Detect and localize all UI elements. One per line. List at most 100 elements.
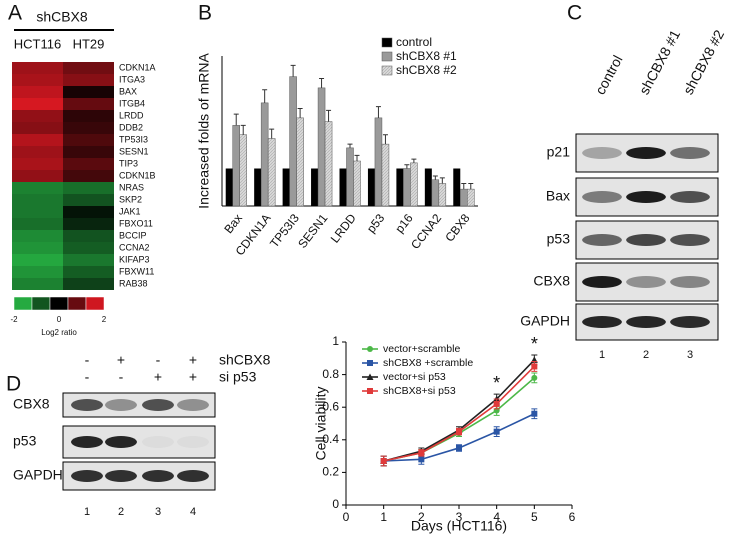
panel-label: B	[198, 2, 212, 25]
heatmap-cell	[63, 266, 114, 278]
gene-label: CCNA2	[119, 242, 150, 252]
legend-label: vector+scramble	[383, 343, 460, 355]
legend-swatch	[381, 65, 393, 76]
condition-label: si p53	[219, 369, 257, 385]
heatmap-cell	[12, 218, 63, 230]
protein-label: GAPDH	[13, 467, 63, 483]
x-tick-label: CBX8	[442, 211, 473, 245]
band	[670, 147, 710, 159]
lane-label: control	[592, 53, 626, 98]
heatmap-cell	[63, 98, 114, 110]
y-tick-label: 0	[332, 497, 339, 511]
protein-label: Bax	[546, 188, 570, 204]
blot-strip	[575, 133, 719, 173]
blot-strip	[62, 461, 216, 491]
scale-block	[31, 296, 51, 311]
heatmap-cell	[12, 146, 63, 158]
x-tick-label: 3	[456, 510, 463, 524]
y-tick-label: 0.8	[322, 367, 339, 381]
x-tick-label: 2	[418, 510, 425, 524]
band	[582, 276, 622, 288]
y-tick-label: 0.2	[322, 465, 339, 479]
bar	[367, 168, 375, 206]
error-bar	[319, 78, 325, 88]
bar	[410, 162, 418, 207]
heatmap-cell	[63, 278, 114, 290]
error-bar	[290, 64, 296, 77]
heatmap-cell	[12, 242, 63, 254]
lane-number: 4	[190, 506, 196, 518]
bar	[339, 168, 347, 206]
y-tick-label: 1	[332, 334, 339, 348]
gene-label: KIFAP3	[119, 254, 150, 264]
gene-label: JAK1	[119, 206, 141, 216]
marker	[531, 363, 538, 370]
heatmap-cell	[63, 122, 114, 134]
panel-label: A	[8, 2, 22, 25]
condition-sign: -	[119, 369, 124, 385]
error-bar	[262, 89, 268, 103]
heatmap-cell	[12, 110, 63, 122]
gene-label: FBXO11	[119, 218, 153, 228]
condition-sign: +	[154, 369, 162, 385]
gene-label: CDKN1A	[119, 62, 156, 72]
band	[71, 436, 103, 448]
band	[105, 436, 137, 448]
protein-label: GAPDH	[520, 313, 570, 329]
band	[582, 147, 622, 159]
error-bar	[382, 134, 388, 145]
band	[626, 147, 666, 159]
scale-block	[49, 296, 69, 311]
band	[105, 470, 137, 482]
error-bar	[439, 177, 445, 184]
x-tick-label: CCNA2	[408, 211, 444, 252]
blot-strip	[575, 220, 719, 260]
gene-label: ITGB4	[119, 98, 145, 108]
gene-label: NRAS	[119, 182, 144, 192]
protein-label: CBX8	[533, 273, 570, 289]
heatmap-cell	[63, 110, 114, 122]
heatmap-column-label: HT29	[73, 36, 105, 51]
heatmap-cell	[63, 254, 114, 266]
gene-label: TIP3	[119, 158, 138, 168]
scale-block	[13, 296, 33, 311]
heatmap-cell	[63, 158, 114, 170]
band	[105, 399, 137, 411]
heatmap-cell	[63, 146, 114, 158]
band	[177, 399, 209, 411]
band	[142, 470, 174, 482]
panel-label: C	[567, 2, 582, 25]
y-tick-label: 0.6	[322, 399, 339, 413]
y-axis-label: Cell viability	[313, 387, 329, 461]
bar	[296, 117, 304, 207]
heatmap-cell	[63, 170, 114, 182]
marker	[493, 428, 500, 435]
legend-swatch	[381, 37, 393, 48]
bar	[424, 168, 432, 206]
marker	[418, 456, 425, 463]
lane-number: 1	[84, 506, 90, 518]
gene-label: BCCIP	[119, 230, 147, 240]
legend-swatch	[381, 51, 393, 62]
heatmap-cell	[63, 74, 114, 86]
x-tick-label: p53	[364, 211, 388, 236]
panel-label: D	[6, 373, 21, 396]
legend-label: shCBX8 +scramble	[383, 357, 473, 369]
heatmap-cell	[63, 230, 114, 242]
band	[71, 470, 103, 482]
x-tick-label: Bax	[221, 211, 245, 236]
annotation: *	[531, 334, 538, 354]
marker	[418, 449, 425, 456]
x-tick-label: 5	[531, 510, 538, 524]
scale-tick-label: 2	[102, 315, 107, 324]
bar	[317, 87, 326, 207]
bar	[289, 76, 297, 207]
marker	[367, 388, 373, 394]
error-bar	[461, 183, 467, 190]
heatmap-cell	[12, 98, 63, 110]
legend-label: vector+si p53	[383, 371, 446, 383]
bar	[374, 117, 383, 207]
band	[177, 470, 209, 482]
legend-label: control	[396, 35, 432, 49]
heatmap-cell	[63, 206, 114, 218]
